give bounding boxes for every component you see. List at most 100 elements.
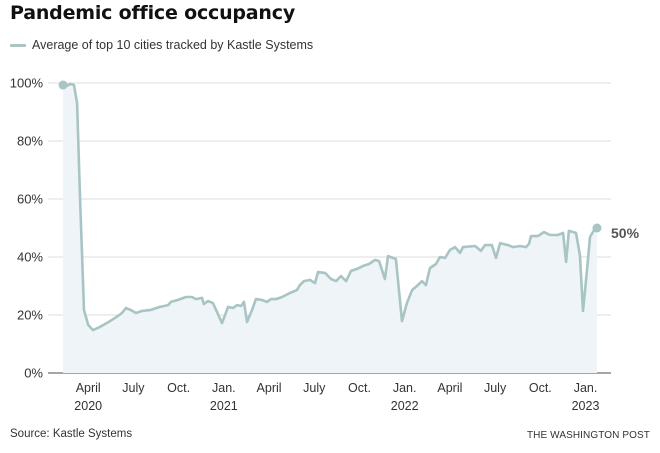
data-point [255, 298, 257, 300]
data-point [565, 261, 567, 263]
data-point [519, 245, 521, 247]
y-tick-label: 20% [17, 308, 43, 323]
data-point [374, 259, 376, 261]
marks-layer: 50% [58, 80, 640, 332]
data-point [299, 284, 301, 286]
data-point [406, 302, 408, 304]
x-tick-label: July [122, 381, 145, 395]
legend-swatch [10, 43, 26, 47]
start-dot [58, 80, 68, 90]
data-point [185, 296, 187, 298]
data-point [83, 309, 85, 311]
x-tick-year: 2022 [391, 399, 419, 413]
data-point [417, 284, 419, 286]
data-point [495, 257, 497, 259]
data-point [384, 278, 386, 280]
data-point [411, 289, 413, 291]
data-point [543, 231, 545, 233]
legend-label: Average of top 10 cities tracked by Kast… [32, 38, 314, 52]
data-point [195, 298, 197, 300]
data-point [350, 270, 352, 272]
data-point [549, 234, 551, 236]
y-tick-label: 80% [17, 134, 43, 149]
x-tick-label: April [257, 381, 282, 395]
data-point [141, 310, 143, 312]
x-tick-label: Oct. [348, 381, 371, 395]
end-dot [592, 223, 602, 233]
data-point [345, 280, 347, 282]
data-point [368, 263, 370, 265]
data-point [251, 309, 253, 311]
data-point [356, 268, 358, 270]
data-point [270, 298, 272, 300]
x-tick-label: Oct. [529, 381, 552, 395]
x-tick-label: July [484, 381, 507, 395]
data-point [484, 244, 486, 246]
data-point [303, 280, 305, 282]
data-point [201, 297, 203, 299]
credit: THE WASHINGTON POST [526, 430, 650, 441]
data-point [435, 263, 437, 265]
data-point [530, 235, 532, 237]
data-point [395, 258, 397, 260]
data-point [296, 289, 298, 291]
x-axis: April 2020 July Oct. Jan. 2021 April July Oct. Ja… [74, 381, 599, 413]
data-point [289, 292, 291, 294]
data-point [439, 256, 441, 258]
data-point [528, 243, 530, 245]
data-point [557, 234, 559, 236]
series-line [61, 82, 599, 332]
data-point [246, 321, 248, 323]
data-point [92, 329, 94, 331]
data-point [117, 315, 119, 317]
x-tick-year: 2023 [572, 399, 600, 413]
data-point [401, 320, 403, 322]
data-point [378, 260, 380, 262]
data-point [330, 278, 332, 280]
area-fill [63, 83, 597, 374]
data-point [387, 255, 389, 257]
data-point [135, 312, 137, 314]
data-point [589, 236, 591, 238]
x-tick-label: July [303, 381, 326, 395]
x-tick-label: Oct. [167, 381, 190, 395]
x-tick-year: 2021 [210, 399, 238, 413]
data-point [87, 324, 89, 326]
data-point [568, 230, 570, 232]
data-point [212, 302, 214, 304]
data-point [275, 298, 277, 300]
data-point [491, 244, 493, 246]
x-tick-label: Jan. [574, 381, 598, 395]
data-point [335, 280, 337, 282]
data-point [507, 244, 509, 246]
data-point [281, 296, 283, 298]
data-point [586, 269, 588, 271]
data-point [525, 246, 527, 248]
data-point [266, 301, 268, 303]
data-point [362, 265, 364, 267]
data-point [125, 307, 127, 309]
source-note: Source: Kastle Systems [10, 428, 133, 440]
data-point [109, 320, 111, 322]
data-point [99, 326, 101, 328]
area-layer [63, 83, 597, 374]
data-point [480, 250, 482, 252]
x-tick-label: Jan. [212, 381, 236, 395]
data-point [167, 304, 169, 306]
data-point [474, 245, 476, 247]
y-tick-label: 100% [10, 76, 44, 91]
data-point [76, 102, 78, 104]
data-point [177, 299, 179, 301]
data-point [232, 307, 234, 309]
x-tick-label: Jan. [393, 381, 417, 395]
data-point [236, 304, 238, 306]
data-point [314, 282, 316, 284]
data-point [191, 296, 193, 298]
data-point [562, 232, 564, 234]
data-point [579, 254, 581, 256]
x-tick-label: April [437, 381, 462, 395]
data-point [575, 232, 577, 234]
y-tick-label: 0% [24, 366, 43, 381]
data-point [261, 299, 263, 301]
y-axis: 0% 20% 40% 60% 80% 100% [10, 76, 44, 381]
